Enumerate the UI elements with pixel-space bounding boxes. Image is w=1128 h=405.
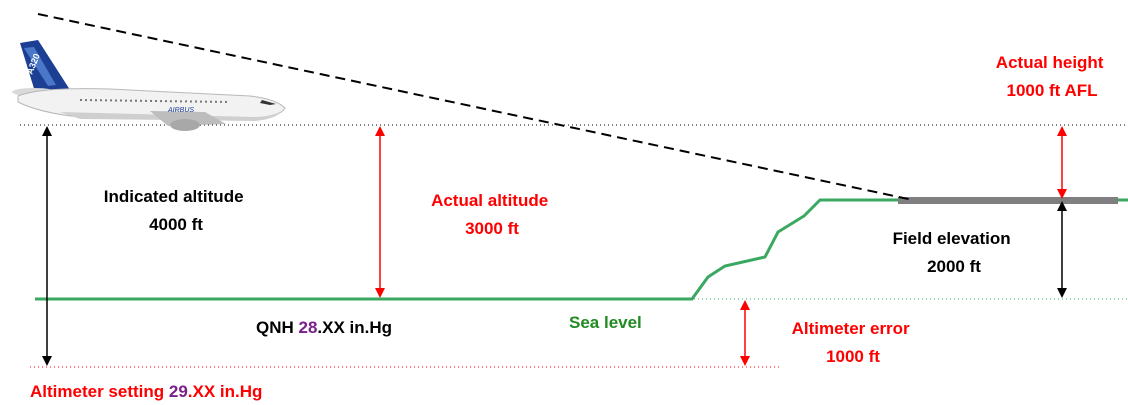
approach-path-line [37,13,914,201]
altimeter-setting-value: 29 [169,382,188,401]
runway [898,197,1118,204]
indicated-altitude-label: Indicated altitude 4000 ft [104,187,249,234]
aircraft-cockpit-windows [260,100,276,105]
aircraft-image: A320 AIRBUS [12,40,286,131]
actual-altitude-label: Actual altitude 3000 ft [431,191,553,238]
sea-level-label: Sea level [569,313,642,332]
aircraft-fuselage [17,88,286,120]
aircraft-livery-text: AIRBUS [167,107,194,114]
altimeter-setting-label: Altimeter setting 29.XX in.Hg [30,382,262,401]
aircraft-tail-swoosh [24,47,56,86]
field-elevation-label: Field elevation 2000 ft [893,229,1016,276]
ground-profile-line [35,198,1128,301]
qnh-label: QNH 28.XX in.Hg [256,318,392,337]
actual-height-label: Actual height 1000 ft AFL [996,53,1108,100]
aircraft-engine [170,119,200,131]
altimeter-error-label: Altimeter error 1000 ft [792,319,915,366]
aircraft-window-row [79,99,231,103]
qnh-value: 28 [299,318,318,337]
aircraft-wing [150,111,226,126]
